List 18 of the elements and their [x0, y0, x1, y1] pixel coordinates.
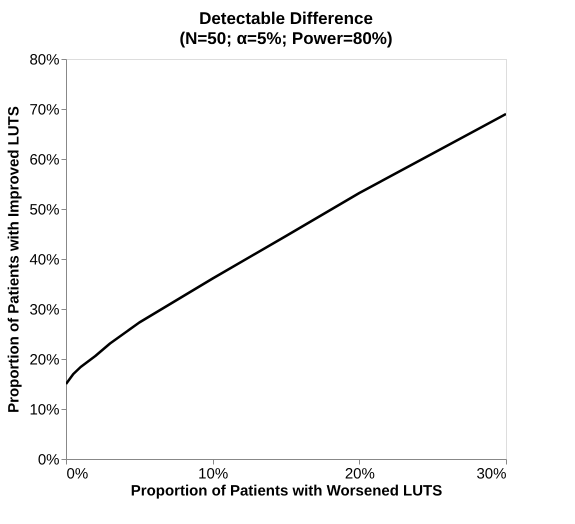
x-tick-label: 20%: [344, 466, 375, 482]
x-tick-label: 10%: [198, 466, 228, 482]
y-tick-label: 40%: [29, 252, 60, 268]
y-tick-label: 60%: [29, 152, 60, 168]
x-tick-label: 30%: [476, 466, 506, 482]
y-tick-label: 70%: [29, 102, 60, 118]
y-tick-label: 20%: [29, 352, 60, 368]
x-axis-title: Proportion of Patients with Worsened LUTS: [130, 482, 442, 500]
y-tick-label: 80%: [29, 52, 60, 68]
line-series: [66, 112, 506, 386]
chart-subtitle: (N=50; α=5%; Power=80%): [179, 29, 393, 48]
y-tick-label: 30%: [29, 302, 60, 318]
y-axis-title: Proportion of Patients with Improved LUTS: [5, 106, 22, 413]
y-tick-label: 50%: [29, 202, 60, 218]
y-tick-label: 10%: [29, 402, 60, 418]
chart-title: Detectable Difference: [199, 9, 373, 28]
y-tick-label: 0%: [38, 452, 60, 468]
x-tick-label: 0%: [66, 466, 88, 482]
